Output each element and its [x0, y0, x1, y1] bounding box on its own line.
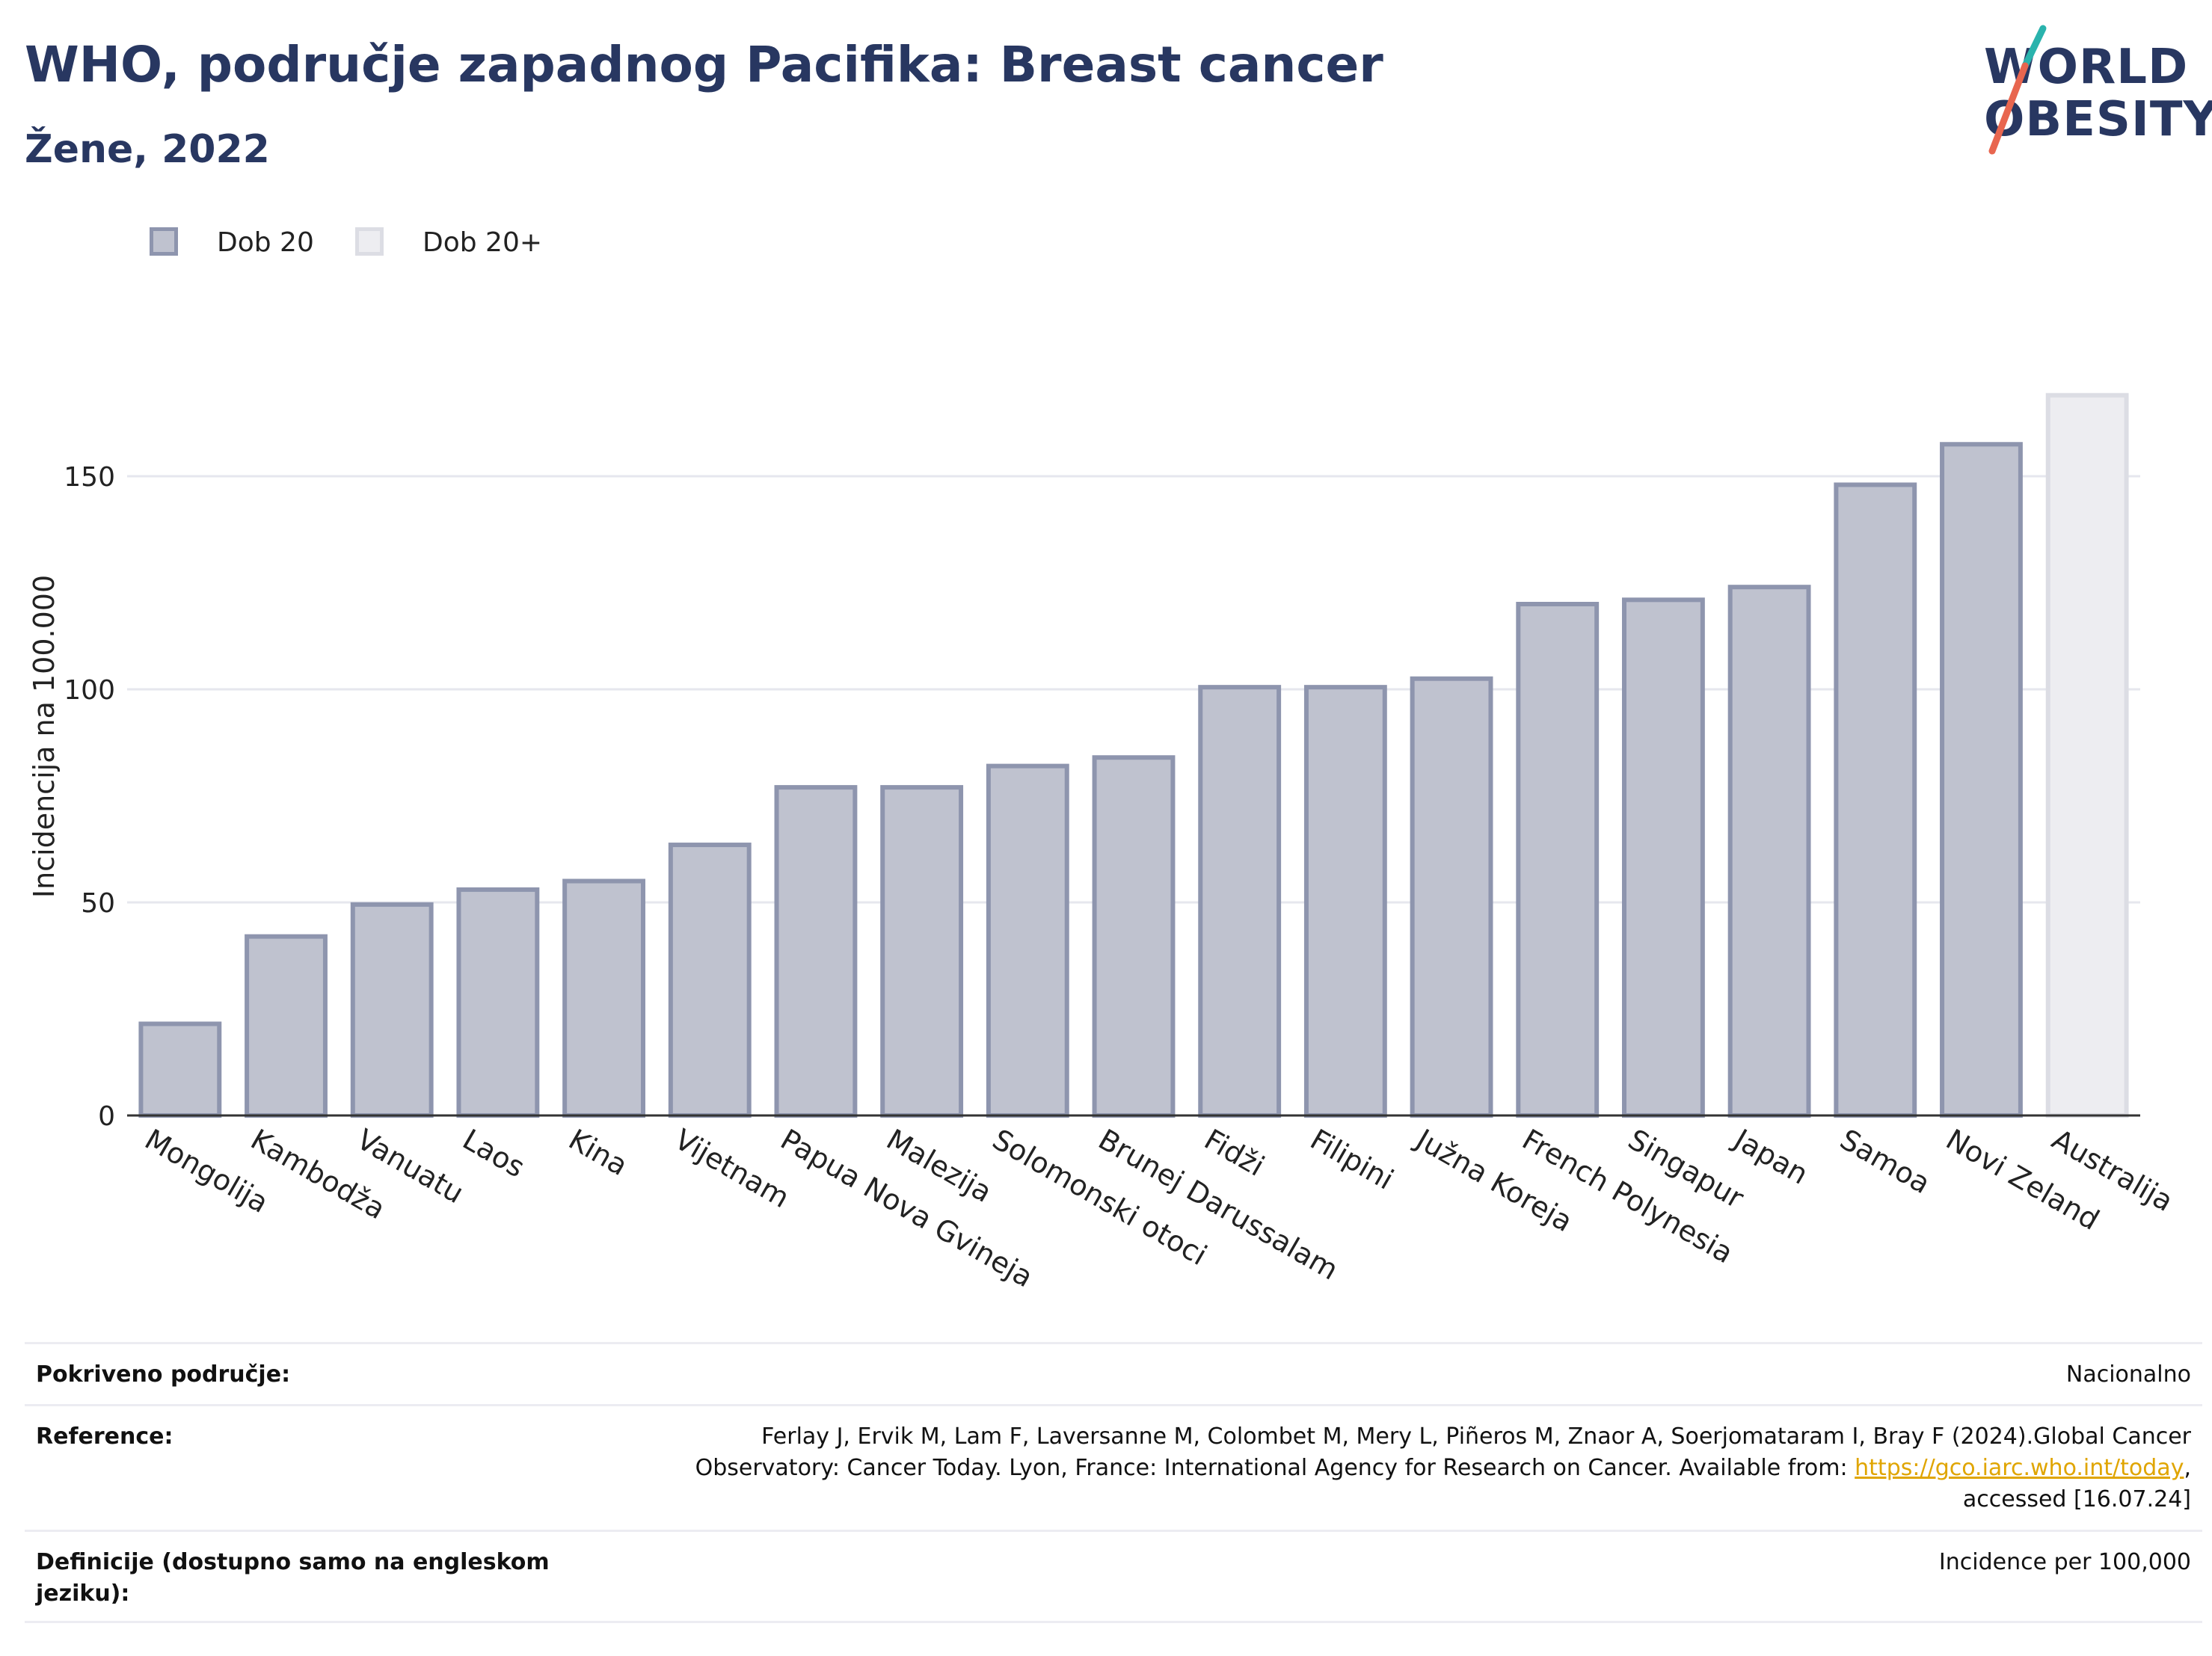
footer-row-definitions: Definicije (dostupno samo na engleskom j… — [25, 1530, 2202, 1623]
legend-label-dob20plus: Dob 20+ — [423, 227, 543, 258]
x-tick-label: Kina — [563, 1123, 633, 1183]
reference-value: Ferlay J, Ervik M, Lam F, Laversanne M, … — [695, 1421, 2191, 1515]
x-tick-label: Vijetnam — [669, 1123, 795, 1215]
bar — [1303, 685, 1387, 1118]
coverage-value: Nacionalno — [2065, 1361, 2191, 1388]
definitions-label-line-1: Definicije (dostupno samo na engleskom — [36, 1549, 550, 1575]
bar — [668, 843, 752, 1118]
bar — [986, 763, 1069, 1118]
reference-line-3: accessed [16.07.24] — [1962, 1486, 2191, 1512]
logo-text-obesity: OBESITY — [1984, 92, 2212, 147]
coverage-label: Pokriveno područje: — [36, 1361, 291, 1388]
bar — [1516, 602, 1600, 1118]
definitions-value: Incidence per 100,000 — [1938, 1549, 2191, 1575]
bar — [1410, 676, 1493, 1118]
bar — [1621, 597, 1705, 1118]
bar — [245, 934, 328, 1118]
x-tick-label: Fidži — [1199, 1123, 1270, 1183]
bar — [1940, 442, 2023, 1118]
bar — [1727, 585, 1811, 1118]
legend-label-dob20: Dob 20 — [217, 227, 314, 258]
bar — [1834, 482, 1917, 1118]
y-tick-label: 0 — [98, 1101, 115, 1132]
reference-label: Reference: — [36, 1423, 173, 1450]
bar — [562, 878, 646, 1118]
bar — [1092, 755, 1176, 1118]
world-obesity-logo: WORLD OBESITY — [1959, 22, 2212, 157]
reference-line-2-suffix: , — [2184, 1455, 2191, 1481]
y-tick-label: 150 — [64, 462, 115, 493]
x-tick-label: Laos — [457, 1123, 530, 1184]
definitions-label-line-2: jeziku): — [36, 1580, 130, 1607]
bar — [456, 887, 540, 1118]
x-tick-label: Samoa — [1834, 1123, 1935, 1201]
bar — [350, 902, 434, 1118]
y-tick-label: 50 — [81, 888, 115, 919]
legend-swatch-dob20plus — [355, 227, 384, 256]
bar — [138, 1021, 222, 1118]
chart-footer: Pokriveno područje: Nacionalno Reference… — [25, 1342, 2202, 1623]
footer-row-coverage: Pokriveno područje: Nacionalno — [25, 1342, 2202, 1404]
definitions-label: Definicije (dostupno samo na engleskom j… — [36, 1547, 550, 1610]
footer-row-reference: Reference: Ferlay J, Ervik M, Lam F, Lav… — [25, 1404, 2202, 1530]
bar — [880, 785, 964, 1118]
reference-link[interactable]: https://gco.iarc.who.int/today — [1855, 1455, 2184, 1481]
bar — [774, 785, 858, 1118]
reference-line-2: Observatory: Cancer Today. Lyon, France:… — [695, 1453, 2191, 1484]
reference-line-1: Ferlay J, Ervik M, Lam F, Laversanne M, … — [761, 1423, 2191, 1450]
x-tick-label: Filipini — [1305, 1123, 1399, 1196]
y-axis-label: Incidencija na 100.000 — [28, 575, 61, 898]
page-subtitle: Žene, 2022 — [25, 127, 270, 172]
bar — [2045, 393, 2129, 1118]
y-tick-label: 100 — [64, 675, 115, 706]
reference-line-2-text: Observatory: Cancer Today. Lyon, France:… — [695, 1455, 1855, 1481]
page-title: WHO, područje zapadnog Pacifika: Breast … — [25, 36, 1383, 93]
logo-slash-icon — [1988, 25, 2047, 155]
legend-swatch-dob20 — [150, 227, 178, 256]
bar — [1198, 685, 1282, 1118]
